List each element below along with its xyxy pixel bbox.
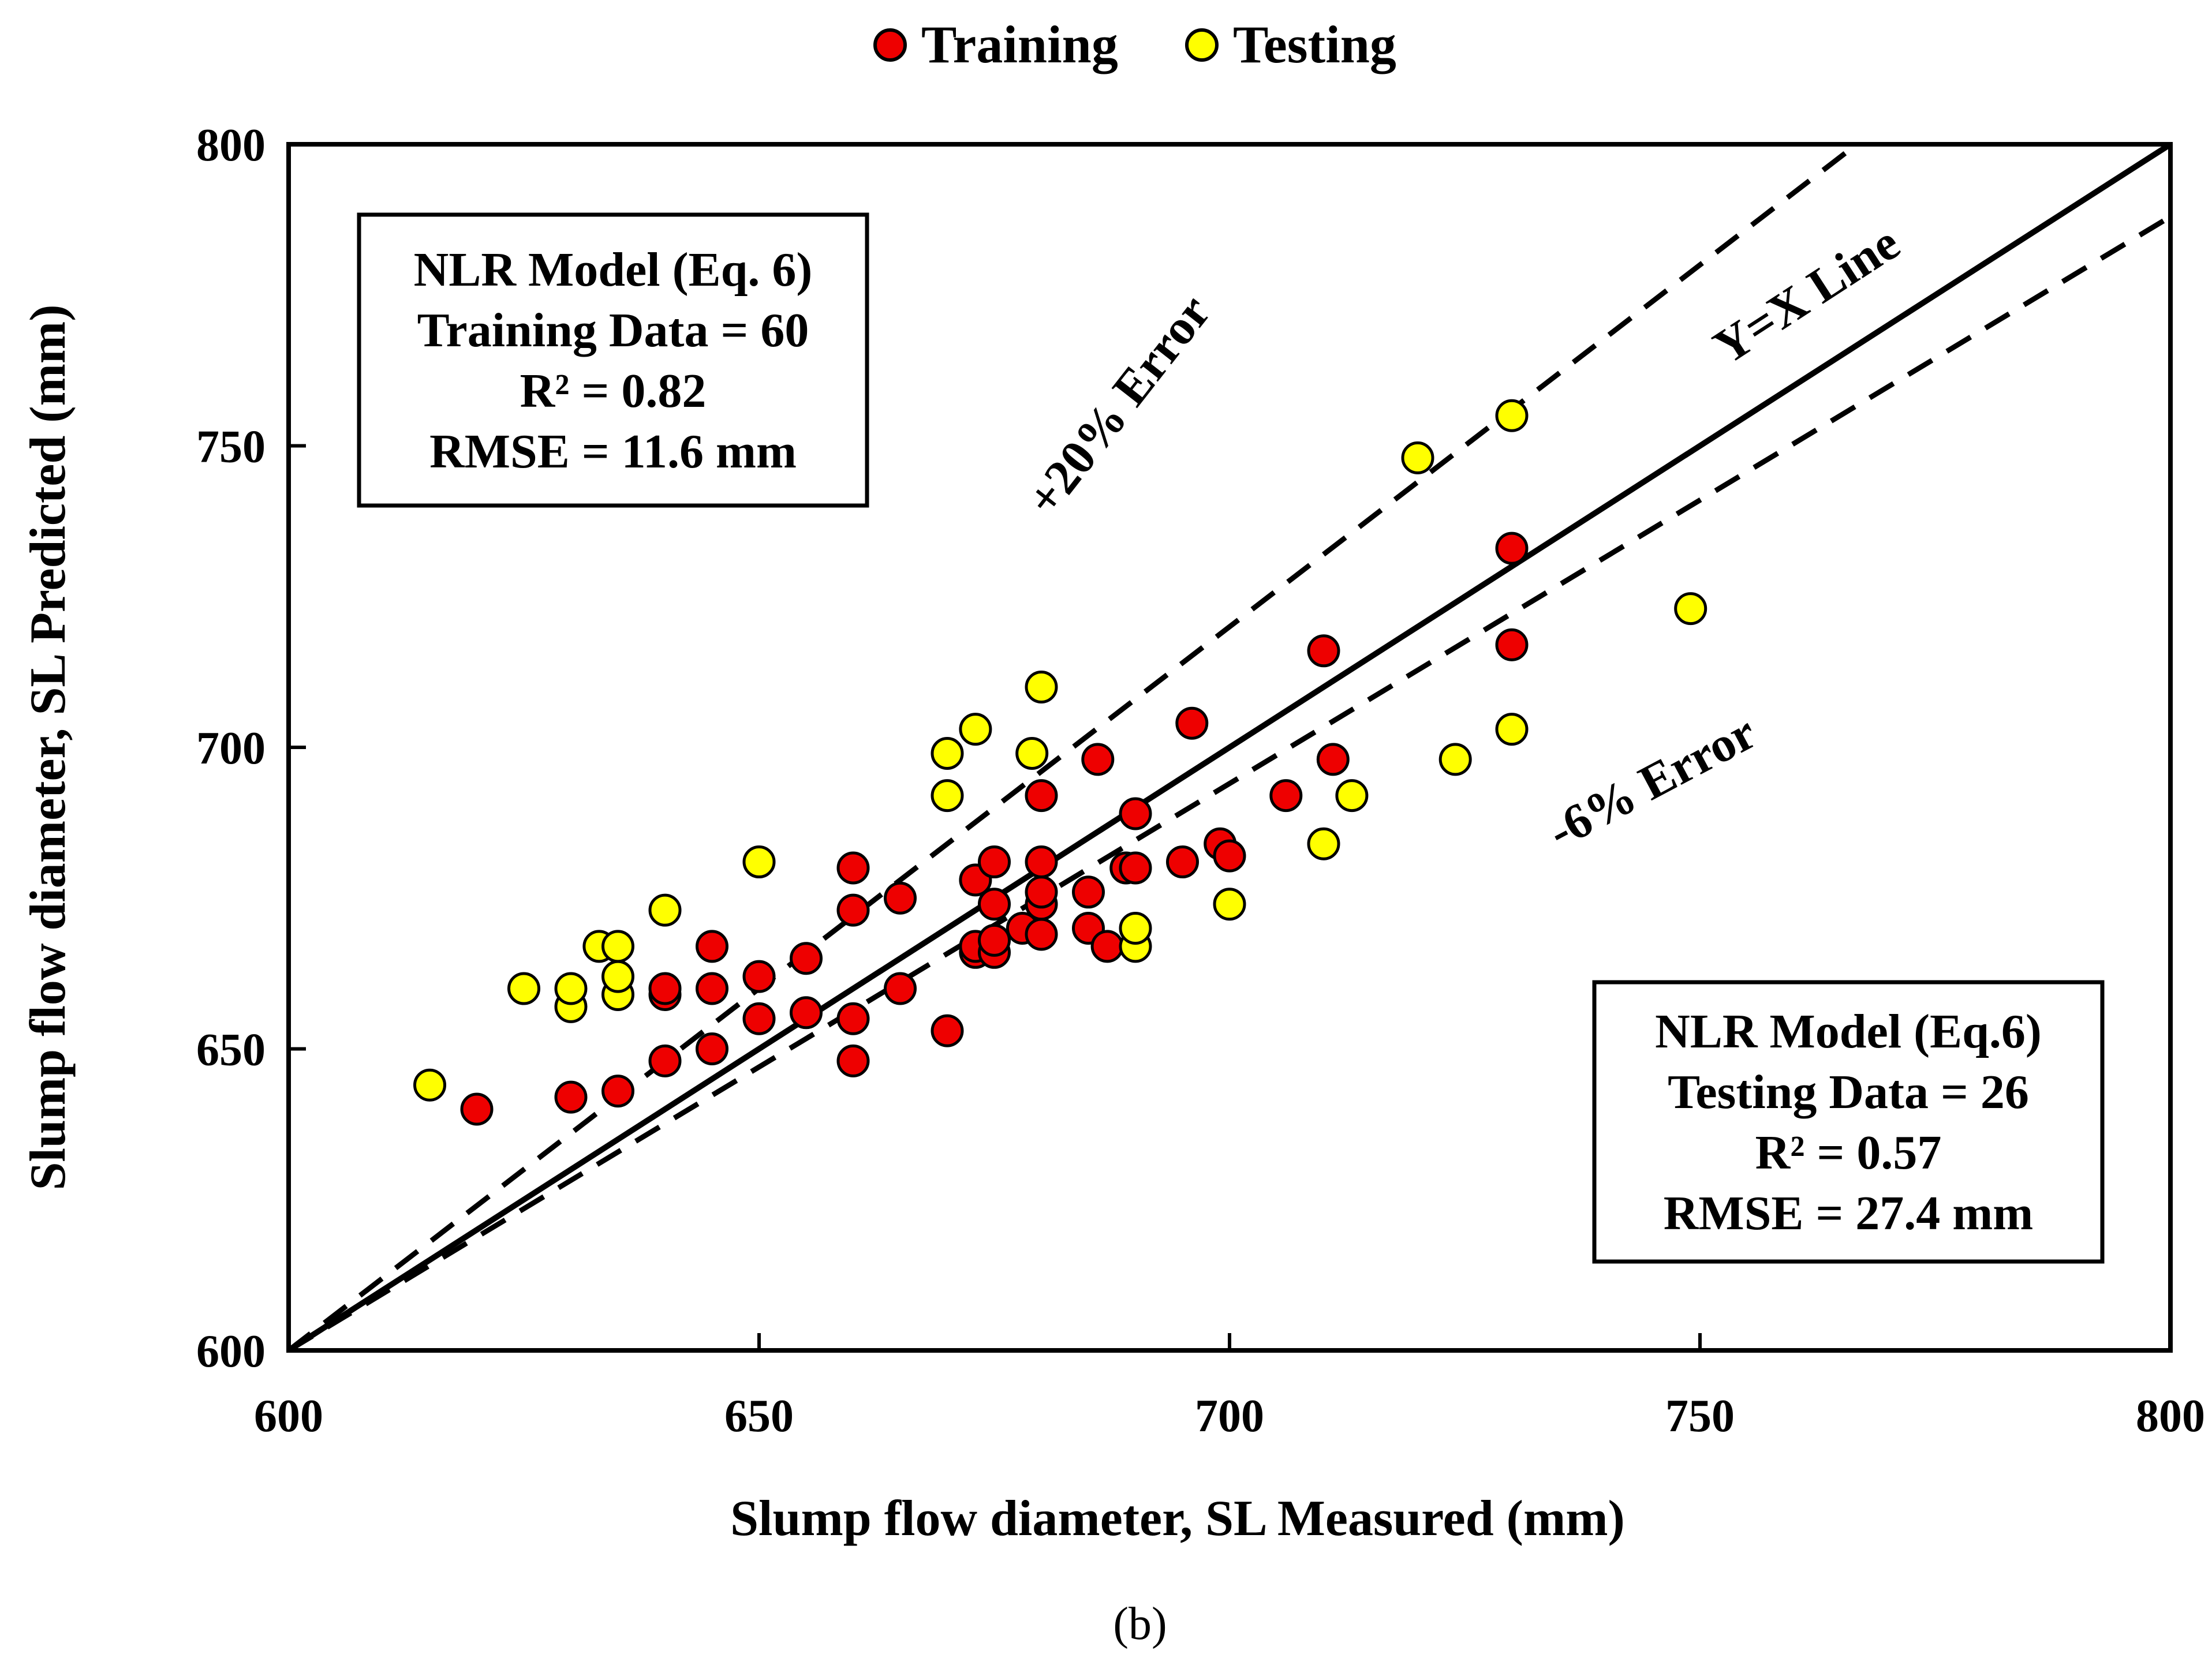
data-point-training-44 [1269,779,1303,813]
y-tick-label-0: 600 [196,1326,266,1377]
data-point-training-43 [1213,839,1246,873]
y-tick-label-4: 800 [196,120,266,171]
legend-marker-training [873,28,907,62]
data-point-training-16 [836,851,870,885]
data-point-testing-11 [931,736,964,770]
x-tick-label-2: 700 [1195,1391,1264,1442]
training-box-line-3: R² = 0.82 [520,364,707,418]
reference-line-minus-6-error [289,214,2170,1350]
training-box-line-4: RMSE = 11.6 mm [429,425,797,478]
data-point-training-39 [1119,797,1152,830]
data-point-testing-12 [959,713,992,746]
data-point-training-0 [460,1092,494,1126]
legend-label-training: Training [921,15,1118,74]
data-point-testing-9 [742,845,776,879]
data-point-testing-8 [648,893,682,927]
data-point-testing-23 [1495,399,1529,432]
series-training [460,532,1529,1126]
reference-line-plus-20-error [289,144,1862,1350]
x-axis-ticks: 600 650 700 750 800 [254,1333,2205,1442]
y-axis-title: Slump flow diameter, SL Predicted (mm) [20,304,76,1190]
data-point-testing-10 [931,779,964,813]
data-point-testing-20 [1401,441,1434,474]
legend-label-testing: Testing [1233,15,1396,74]
data-point-training-8 [696,930,728,963]
data-point-training-10 [742,960,776,993]
data-point-training-25 [978,888,1011,921]
data-point-testing-0 [413,1068,446,1102]
label-plus-20-error: +20% Error [1015,285,1221,526]
data-point-training-13 [836,1044,870,1077]
data-point-testing-6 [601,960,634,993]
data-point-training-5 [648,972,682,1005]
reference-line-y-equals-x [289,144,2170,1350]
data-point-training-1 [554,1080,588,1114]
data-point-training-47 [1495,628,1529,661]
data-point-training-7 [696,972,728,1005]
testing-box-line-3: R² = 0.57 [1755,1126,1942,1180]
data-point-training-40 [1166,845,1199,879]
training-box-line-2: Training Data = 60 [417,304,809,357]
data-point-training-14 [836,1002,870,1035]
data-point-training-15 [836,893,870,927]
x-tick-label-1: 650 [724,1391,794,1442]
testing-box-line-2: Testing Data = 26 [1668,1065,2029,1119]
data-point-training-36 [1090,930,1124,963]
y-tick-label-2: 700 [196,723,266,774]
data-point-testing-18 [1307,827,1340,860]
data-point-training-19 [931,1014,964,1047]
data-point-training-11 [790,996,823,1030]
data-point-training-9 [742,1002,776,1035]
training-box-line-1: NLR Model (Eq. 6) [414,243,813,297]
data-point-testing-7 [601,930,634,963]
y-tick-label-3: 750 [196,422,266,473]
testing-stats-box: NLR Model (Eq.6) Testing Data = 26 R² = … [1592,980,2105,1264]
data-point-testing-22 [1495,713,1529,746]
data-point-testing-16 [1119,912,1152,945]
data-point-training-35 [1081,743,1115,776]
data-point-training-32 [1025,779,1058,813]
data-point-training-48 [1495,532,1529,565]
data-point-training-3 [648,1044,682,1077]
label-minus-6-error: -6% Error [1539,704,1765,859]
data-point-training-12 [790,942,823,975]
legend-marker-testing [1185,28,1219,62]
data-point-training-6 [696,1032,728,1065]
data-point-testing-17 [1213,888,1246,921]
testing-box-line-1: NLR Model (Eq.6) [1655,1005,2042,1058]
data-point-training-18 [884,881,917,915]
data-point-testing-1 [507,972,540,1005]
x-tick-label-0: 600 [254,1391,323,1442]
y-axis-ticks: 600 650 700 750 800 [196,120,306,1377]
training-stats-box: NLR Model (Eq. 6) Training Data = 60 R² … [357,212,869,508]
data-point-training-24 [978,923,1011,957]
data-point-training-38 [1119,851,1152,885]
figure-caption: (b) [1113,1599,1167,1649]
data-point-testing-13 [1015,736,1049,770]
data-point-testing-24 [1674,592,1707,626]
x-tick-label-3: 750 [1665,1391,1735,1442]
data-point-testing-3 [554,972,588,1005]
data-point-training-31 [1025,845,1058,879]
data-point-training-2 [601,1075,634,1108]
data-point-training-28 [1025,918,1058,951]
data-point-training-30 [1025,875,1058,909]
x-tick-label-4: 800 [2136,1391,2205,1442]
data-point-testing-21 [1438,743,1472,776]
data-point-training-41 [1175,706,1209,740]
data-point-testing-14 [1025,671,1058,703]
y-tick-label-1: 650 [196,1025,266,1076]
data-point-training-17 [884,972,917,1005]
legend: Training Testing [873,15,1396,74]
data-point-training-46 [1316,743,1350,776]
data-point-training-45 [1307,634,1340,668]
testing-box-line-4: RMSE = 27.4 mm [1664,1187,2034,1240]
series-testing [413,399,1707,1102]
x-axis-title: Slump flow diameter, SL Measured (mm) [730,1491,1625,1547]
data-point-training-34 [1072,875,1105,909]
data-point-training-26 [978,845,1011,879]
data-point-testing-19 [1335,779,1369,813]
